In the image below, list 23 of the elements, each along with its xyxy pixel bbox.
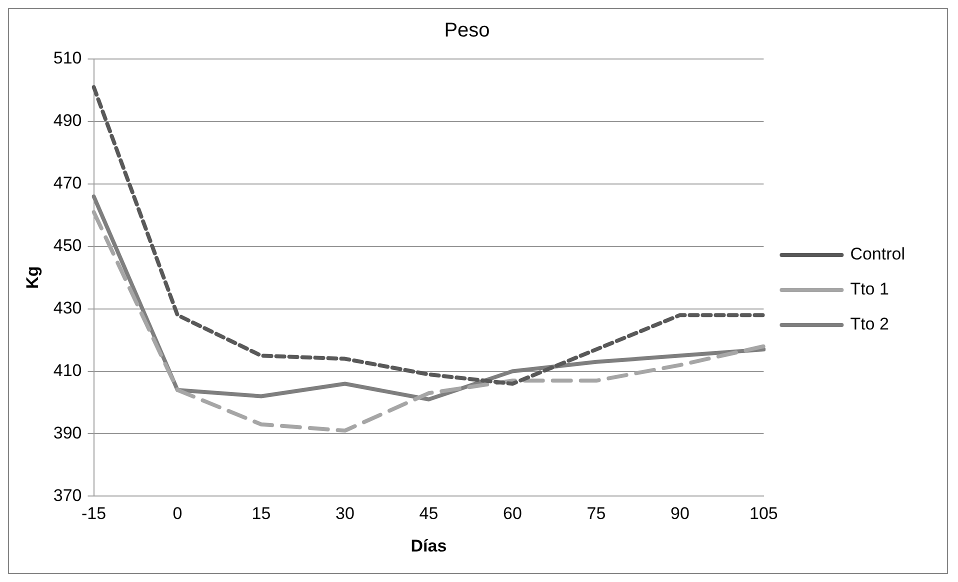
- chart-title: Peso: [444, 20, 490, 42]
- x-tick-label: 75: [586, 504, 606, 524]
- y-tick-label: 430: [53, 298, 82, 318]
- legend-label: Control: [850, 244, 906, 264]
- x-tick-label: 0: [172, 504, 182, 524]
- x-tick-label: 45: [419, 504, 438, 524]
- y-tick-label: 470: [53, 174, 82, 193]
- x-axis-title: Días: [410, 536, 447, 556]
- legend-label: Tto 2: [850, 314, 889, 334]
- y-tick-label: 410: [53, 360, 82, 380]
- legend-label: Tto 1: [850, 280, 889, 299]
- y-tick-label: 490: [53, 111, 82, 130]
- x-tick-label: 30: [336, 504, 354, 524]
- y-tick-label: 370: [53, 486, 82, 505]
- y-tick-label: 450: [53, 236, 82, 256]
- x-tick-label: 60: [503, 504, 522, 524]
- x-tick-label: -15: [81, 504, 106, 524]
- y-axis-title: Kg: [22, 266, 42, 289]
- x-tick-label: 15: [252, 504, 271, 524]
- x-tick-label: 105: [750, 504, 778, 524]
- y-tick-label: 510: [53, 48, 82, 68]
- x-tick-label: 90: [670, 504, 690, 524]
- y-tick-label: 390: [53, 423, 82, 442]
